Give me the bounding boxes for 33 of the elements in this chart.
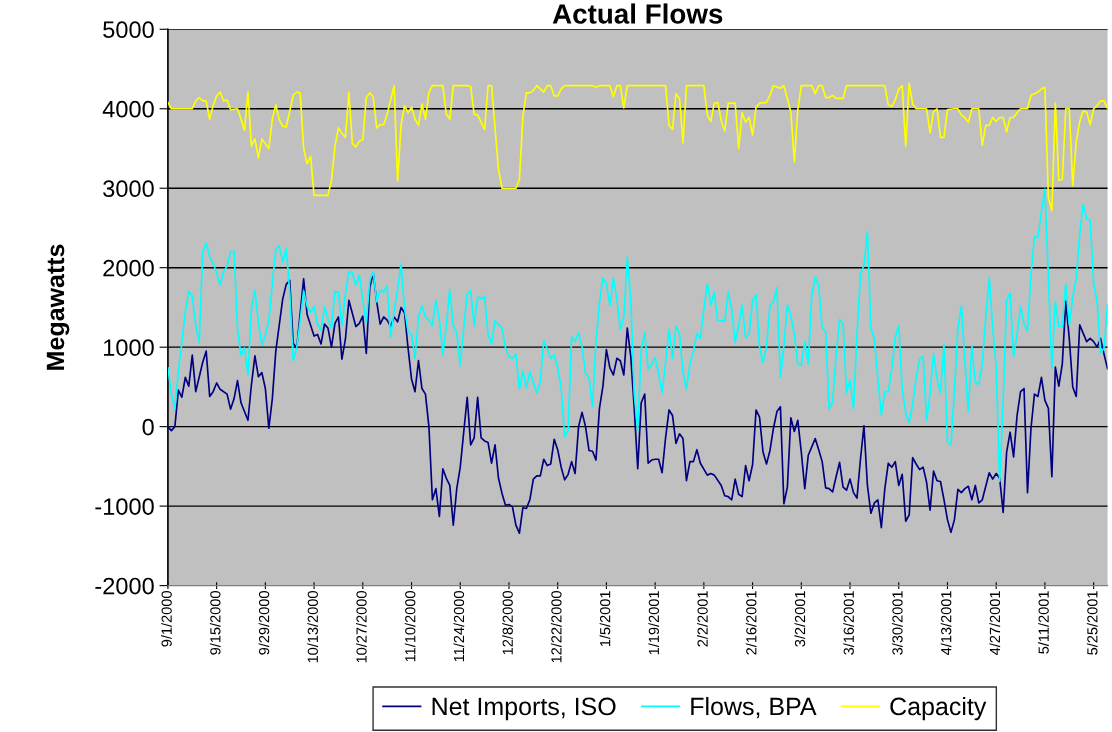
x-tick-label: 12/22/2000	[550, 591, 562, 663]
y-tick-label: 2000	[103, 259, 154, 277]
y-tick-label: -2000	[95, 577, 154, 595]
y-axis-title: Megawatts	[46, 244, 70, 370]
y-tick-label: 5000	[103, 21, 154, 39]
x-tick-label: 4/27/2001	[989, 591, 1001, 655]
x-tick-label: 3/30/2001	[891, 591, 903, 655]
x-tick-label: 5/25/2001	[1086, 591, 1098, 655]
chart-title: Actual Flows	[552, 3, 723, 24]
x-tick-label: 5/11/2001	[1038, 591, 1049, 654]
x-tick-label: 12/8/2000	[502, 591, 513, 655]
x-tick-label: 1/19/2001	[648, 591, 660, 655]
y-tick-label: 3000	[103, 180, 154, 198]
x-tick-label: 11/10/2000	[404, 591, 416, 662]
x-tick-label: 3/2/2001	[794, 591, 806, 647]
x-tick-label: 1/5/2001	[599, 591, 611, 647]
x-tick-label: 10/13/2000	[307, 591, 318, 663]
x-tick-label: 3/16/2001	[843, 591, 854, 655]
x-tick-label: 9/1/2000	[161, 591, 172, 647]
x-tick-label: 9/15/2000	[209, 591, 221, 655]
legend-label: Flows, BPA	[691, 696, 817, 719]
x-tick-label: 9/29/2000	[258, 591, 270, 655]
x-tick-label: 2/2/2001	[697, 591, 708, 647]
x-tick-label: 4/13/2001	[940, 591, 952, 655]
y-tick-label: 0	[142, 418, 154, 436]
y-tick-label: 1000	[104, 339, 154, 356]
x-tick-label: 11/24/2000	[453, 591, 465, 662]
legend-label: Capacity	[890, 696, 987, 721]
legend-label: Net Imports, ISO	[432, 697, 616, 721]
y-tick-label: 4000	[102, 100, 154, 118]
x-tick-label: 10/27/2000	[356, 591, 367, 663]
y-tick-label: -1000	[95, 498, 154, 515]
x-tick-label: 2/16/2001	[745, 591, 757, 655]
